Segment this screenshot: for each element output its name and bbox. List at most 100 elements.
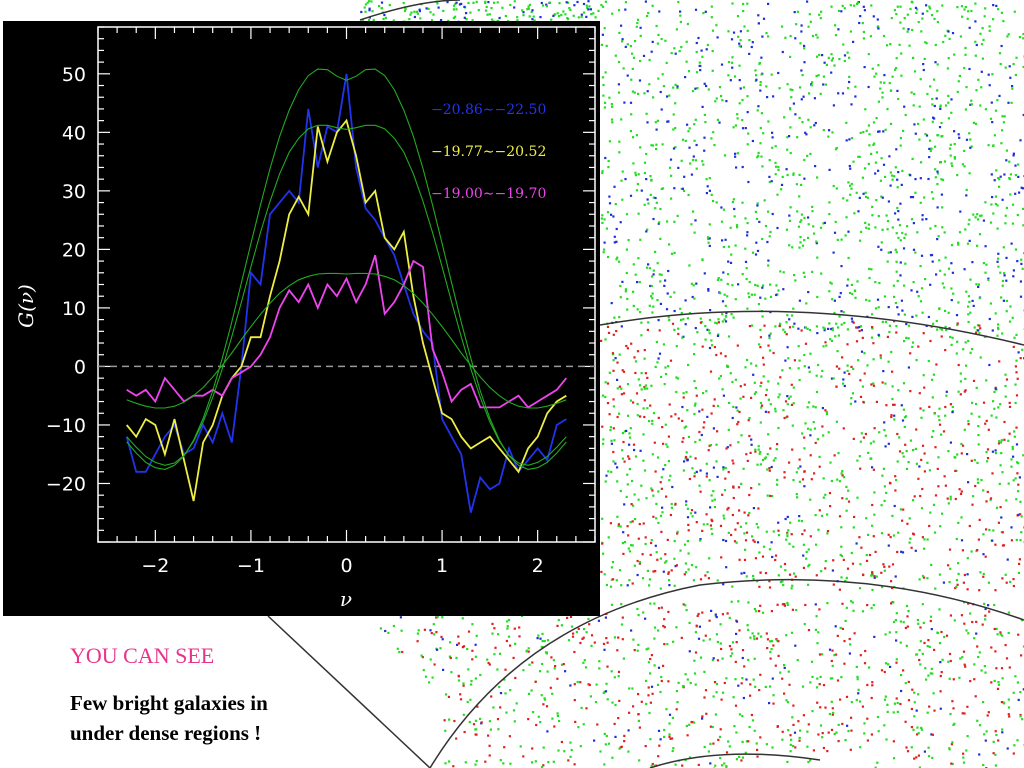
galaxy-dot xyxy=(726,295,729,298)
galaxy-dot xyxy=(725,765,728,768)
galaxy-dot xyxy=(560,13,563,17)
galaxy-dot xyxy=(903,340,906,343)
galaxy-dot xyxy=(682,603,685,606)
galaxy-dot xyxy=(928,139,932,142)
galaxy-dot xyxy=(867,53,870,56)
galaxy-dot xyxy=(639,238,642,241)
galaxy-dot xyxy=(932,373,935,376)
galaxy-dot xyxy=(623,503,626,506)
galaxy-dot xyxy=(856,675,859,678)
galaxy-dot xyxy=(714,321,717,324)
galaxy-dot xyxy=(890,350,893,354)
galaxy-dot xyxy=(770,610,773,613)
galaxy-dot xyxy=(654,121,657,124)
galaxy-dot xyxy=(457,635,460,638)
galaxy-dot xyxy=(992,212,995,215)
galaxy-dot xyxy=(751,251,755,254)
galaxy-dot xyxy=(938,126,942,129)
galaxy-dot xyxy=(953,142,956,146)
galaxy-dot xyxy=(941,512,944,515)
galaxy-dot xyxy=(903,284,906,287)
galaxy-dot xyxy=(803,470,806,473)
galaxy-dot xyxy=(798,173,801,176)
galaxy-dot xyxy=(767,210,770,213)
galaxy-dot xyxy=(490,7,493,10)
galaxy-dot xyxy=(1008,715,1011,718)
galaxy-dot xyxy=(739,39,742,42)
galaxy-dot xyxy=(459,698,463,701)
galaxy-dot xyxy=(986,490,989,493)
galaxy-dot xyxy=(1017,175,1020,178)
galaxy-dot xyxy=(632,401,635,404)
galaxy-dot xyxy=(943,475,946,478)
galaxy-dot xyxy=(844,739,847,742)
galaxy-dot xyxy=(804,131,807,134)
galaxy-dot xyxy=(528,3,531,6)
galaxy-dot xyxy=(967,481,970,484)
galaxy-dot xyxy=(902,408,905,411)
galaxy-dot xyxy=(886,260,889,263)
galaxy-dot xyxy=(648,83,651,86)
galaxy-dot xyxy=(640,484,643,487)
galaxy-dot xyxy=(956,323,959,327)
galaxy-dot xyxy=(933,709,936,712)
galaxy-dot xyxy=(781,369,784,372)
galaxy-dot xyxy=(860,546,863,549)
galaxy-dot xyxy=(894,619,897,622)
galaxy-dot xyxy=(982,572,985,576)
galaxy-dot xyxy=(954,497,957,501)
galaxy-dot xyxy=(541,646,544,649)
survey-left-edge xyxy=(267,615,431,768)
galaxy-dot xyxy=(601,517,604,520)
galaxy-dot xyxy=(884,695,887,698)
galaxy-dot xyxy=(1015,333,1018,336)
galaxy-dot xyxy=(935,363,938,366)
galaxy-dot xyxy=(921,311,924,314)
galaxy-dot xyxy=(786,403,789,406)
galaxy-dot xyxy=(1021,267,1024,270)
galaxy-dot xyxy=(631,479,634,483)
galaxy-dot xyxy=(899,274,902,277)
galaxy-dot xyxy=(957,133,960,136)
galaxy-dot xyxy=(865,298,868,301)
galaxy-dot xyxy=(691,295,694,299)
galaxy-dot xyxy=(493,627,496,630)
galaxy-dot xyxy=(417,629,420,632)
galaxy-dot xyxy=(1001,531,1004,534)
galaxy-dot xyxy=(912,222,915,225)
galaxy-dot xyxy=(655,517,658,520)
galaxy-dot xyxy=(970,103,973,106)
galaxy-dot xyxy=(912,248,916,251)
galaxy-dot xyxy=(961,444,965,447)
galaxy-dot xyxy=(378,5,381,8)
galaxy-dot xyxy=(673,251,676,254)
galaxy-dot xyxy=(408,18,411,21)
galaxy-dot xyxy=(650,144,653,147)
galaxy-dot xyxy=(759,736,762,739)
galaxy-dot xyxy=(978,324,981,327)
galaxy-dot xyxy=(709,506,712,509)
galaxy-dot xyxy=(846,567,850,570)
galaxy-dot xyxy=(723,762,726,765)
galaxy-dot xyxy=(931,97,934,101)
galaxy-dot xyxy=(632,136,635,139)
galaxy-dot xyxy=(746,29,749,32)
galaxy-dot xyxy=(768,180,771,184)
galaxy-dot xyxy=(895,612,898,615)
galaxy-dot xyxy=(700,49,703,52)
galaxy-dot xyxy=(840,526,843,529)
galaxy-dot xyxy=(753,638,756,641)
galaxy-dot xyxy=(648,58,651,62)
galaxy-dot xyxy=(940,671,943,674)
galaxy-dot xyxy=(755,78,758,81)
galaxy-dot xyxy=(628,468,631,471)
galaxy-dot xyxy=(853,515,856,519)
galaxy-dot xyxy=(670,502,673,506)
galaxy-dot xyxy=(887,306,890,309)
galaxy-dot xyxy=(877,169,880,172)
galaxy-dot xyxy=(1019,715,1022,718)
galaxy-dot xyxy=(800,183,803,186)
galaxy-dot xyxy=(746,2,749,5)
galaxy-dot xyxy=(907,337,910,340)
galaxy-dot xyxy=(884,445,887,448)
